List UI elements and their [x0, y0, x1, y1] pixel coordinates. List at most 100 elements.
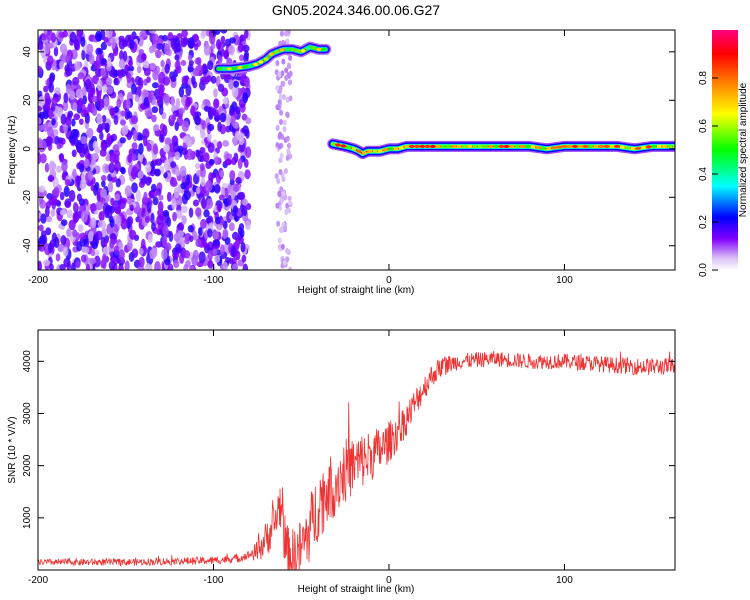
spectrogram-noise-cell: [199, 163, 205, 172]
spectrogram-noise-cell: [278, 94, 283, 101]
spectrogram-noise-cell: [148, 30, 157, 34]
spectrogram-noise-cell: [238, 191, 246, 201]
spectrogram-noise-cell: [183, 190, 191, 201]
spectrogram-noise-cell: [90, 217, 97, 229]
snr-x-tick-label: -200: [28, 575, 48, 586]
spectrogram-ridge-cell: [604, 144, 609, 148]
spectrogram-noise-cell: [283, 168, 288, 175]
spectrogram-noise-cell: [226, 194, 232, 206]
spectrogram-noise-cell: [146, 76, 151, 83]
spectrogram-noise-cell: [131, 142, 138, 150]
spectrogram-noise-cell: [181, 75, 188, 86]
spectrogram-noise-cell: [195, 207, 202, 217]
spectrogram-ridge-cell: [641, 145, 646, 150]
spectrogram-noise-cell: [106, 132, 112, 145]
spectrogram-noise-cell: [274, 173, 279, 180]
spectrogram-noise-cell: [235, 176, 242, 184]
spectrogram-noise-cell: [120, 167, 126, 175]
spectrogram-noise-cell: [81, 49, 86, 61]
spectrogram-noise-cell: [108, 260, 116, 270]
spectrogram-noise-cell: [60, 113, 67, 125]
spectrogram-noise-cell: [188, 235, 194, 242]
spectrogram-noise-cell: [104, 96, 110, 108]
spectrogram-noise-cell: [125, 98, 131, 110]
spectrogram-noise-cell: [192, 230, 198, 241]
spectrogram-noise-cell: [185, 97, 191, 108]
spectrogram-noise-cell: [78, 198, 86, 206]
spectrogram-y-ticks: -40 -20 0 20 40: [22, 46, 675, 253]
spectrogram-noise-cell: [121, 125, 129, 136]
spectrogram-noise-cell: [129, 204, 134, 211]
spectrogram-noise-cell: [175, 65, 182, 74]
spectrogram-noise-cell: [279, 186, 284, 193]
spectrogram-noise-cell: [285, 135, 290, 142]
spectrogram-noise-cell: [279, 227, 284, 234]
spectrogram-noise-cell: [207, 123, 215, 132]
spectrogram-noise-cell: [143, 96, 150, 108]
spectrogram-noise-cell: [207, 228, 213, 238]
spectrogram-ridge-cell: [279, 48, 285, 52]
spectrogram-noise-cell: [122, 50, 128, 62]
spectrogram-noise-cell: [170, 180, 178, 187]
spectrogram-ridge-cell: [583, 144, 588, 148]
spectrogram-noise-cell: [238, 54, 245, 62]
spectrogram-noise-cell: [148, 45, 154, 54]
spectrogram-noise-cell: [62, 100, 69, 112]
spectrogram-noise-cell: [278, 169, 283, 176]
spectrogram-noise-cell: [277, 98, 282, 105]
spectrogram-noise-cell: [162, 76, 171, 86]
spectrogram-noise-cell: [164, 43, 171, 56]
spectrogram-noise-cell: [86, 127, 94, 139]
spectrogram-noise-cell: [125, 197, 133, 205]
spectrogram-noise-cell: [197, 150, 204, 163]
spectrogram-noise-cell: [243, 158, 249, 168]
spectrogram-ridge-cell: [247, 64, 253, 68]
spectrogram-noise-cell: [171, 197, 177, 210]
spectrogram-ridge-cell: [377, 149, 383, 153]
spectrogram-ridge-cell: [519, 144, 525, 148]
spectrogram-noise-cell: [224, 159, 232, 166]
spectrogram-noise-cell: [46, 30, 53, 42]
spectrogram-noise-cell: [147, 233, 153, 244]
spectrogram-noise-cell: [127, 153, 133, 163]
spectrogram-noise-cell: [106, 208, 113, 219]
spectrogram-ridge-cell: [498, 144, 504, 148]
spectrogram-noise-cell: [278, 84, 283, 91]
spectrogram-noise-cell: [55, 253, 61, 262]
spectrogram-noise-cell: [88, 257, 97, 265]
spectrogram-noise-cell: [148, 93, 153, 104]
spectrogram-noise-cell: [276, 178, 281, 185]
spectrogram-noise-cell: [100, 67, 107, 78]
spectrogram-noise-cell: [197, 226, 203, 236]
spectrogram-noise-cell: [156, 209, 163, 217]
spectrogram-noise-cell: [50, 195, 58, 206]
snr-x-tick-label: 100: [556, 575, 573, 586]
spectrogram-noise-cell: [68, 189, 76, 202]
spectrogram-noise-cell: [222, 139, 230, 147]
snr-y-tick-label: 2000: [22, 454, 33, 477]
spectrogram-noise-cell: [87, 103, 93, 113]
spectrogram-ridge-cell: [321, 47, 327, 51]
spectrogram-noise-cell: [138, 180, 145, 188]
spectrogram-noise-cell: [232, 183, 240, 192]
spectrogram-noise-cell: [231, 86, 239, 98]
spectrogram-ridge-cell: [440, 144, 446, 148]
spectrogram-noise-cell: [164, 63, 170, 74]
spectrogram-noise-cell: [175, 42, 182, 53]
spectrogram-x-tick-label: -200: [28, 275, 48, 286]
spectrogram-noise-cell: [84, 246, 90, 254]
spectrogram-noise-cell: [156, 215, 164, 226]
spectrogram-noise-cell: [68, 90, 76, 100]
spectrogram-noise-cell: [77, 72, 85, 80]
spectrogram-ridge-cell: [451, 144, 457, 148]
spectrogram-noise-cell: [161, 235, 168, 247]
spectrogram-noise-cell: [286, 30, 291, 35]
spectrogram-noise-cell: [60, 234, 67, 246]
spectrogram-noise-cell: [213, 98, 220, 109]
spectrogram-noise-cell: [126, 131, 132, 141]
spectrogram-noise-cell: [285, 256, 290, 263]
spectrogram-noise-cell: [38, 95, 45, 107]
spectrogram-noise-cell: [164, 258, 171, 266]
spectrogram-noise-cell: [201, 63, 208, 72]
spectrogram-ridge-cell: [630, 146, 636, 151]
